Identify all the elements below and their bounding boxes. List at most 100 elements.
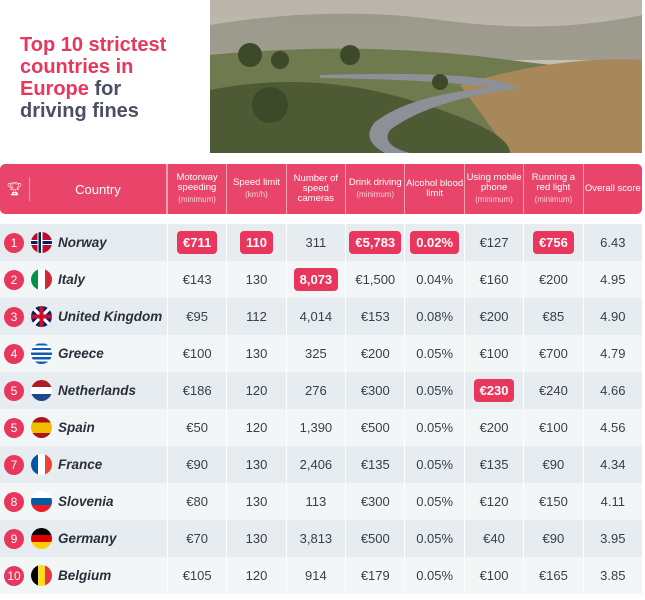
- table-cell: 0.04%: [404, 261, 463, 298]
- table-cell: 4.66: [582, 372, 642, 409]
- cell-value: €186: [182, 383, 212, 398]
- table-cell: 0.05%: [404, 520, 463, 557]
- germany-flag-icon: [31, 528, 52, 549]
- cell-value: 3.95: [600, 531, 626, 546]
- highlighted-value: €711: [177, 231, 218, 254]
- cell-value: €90: [186, 457, 208, 472]
- country-cell: 5 Netherlands: [0, 372, 167, 409]
- column-header-unit: (minimum): [356, 190, 395, 199]
- table-cell: €230: [463, 372, 523, 409]
- table-cell: 130: [226, 446, 285, 483]
- cell-value: €179: [360, 568, 390, 583]
- road-landscape-photo: [210, 0, 642, 153]
- column-header: Running a red light (minimum): [523, 164, 582, 214]
- table-cell: 0.02%: [404, 224, 463, 261]
- cell-value: 0.05%: [416, 457, 454, 472]
- table-cell: 130: [226, 335, 285, 372]
- cell-value: 0.05%: [416, 494, 454, 509]
- cell-value: €165: [538, 568, 568, 583]
- cell-value: €40: [483, 531, 505, 546]
- country-cell: 9 Germany: [0, 520, 167, 557]
- table-cell: 4.11: [582, 483, 642, 520]
- cell-value: €80: [186, 494, 208, 509]
- highlighted-value: €5,783: [349, 231, 402, 254]
- cell-value: €100: [479, 346, 509, 361]
- cell-value: €200: [479, 420, 509, 435]
- table-body: 1 Norway €711 110 311 €5,783 0.02% €127 €756 6.43…: [0, 224, 642, 594]
- cell-value: 120: [245, 568, 268, 583]
- table-cell: 0.05%: [404, 335, 463, 372]
- table-cell: €120: [463, 483, 523, 520]
- country-cell: 7 France: [0, 446, 167, 483]
- column-header-label: Motorway speeding: [176, 172, 218, 193]
- table-cell: €100: [523, 409, 582, 446]
- highlighted-value: 0.02%: [410, 231, 460, 254]
- cell-value: 311: [305, 235, 327, 250]
- cell-value: 130: [245, 272, 268, 287]
- cell-value: 325: [305, 346, 327, 361]
- cell-value: 0.05%: [416, 346, 454, 361]
- cell-value: 4.11: [600, 494, 625, 509]
- cell-value: 4.95: [600, 272, 626, 287]
- country-cell: 3 United Kingdom: [0, 298, 167, 335]
- rank-badge: 7: [4, 454, 24, 475]
- column-header: Number of speed cameras: [285, 164, 345, 214]
- cell-value: €90: [542, 457, 565, 472]
- table-cell: 4.95: [582, 261, 642, 298]
- cell-value: €500: [360, 531, 390, 546]
- table-cell: 0.08%: [404, 298, 463, 335]
- table-row: 1 Norway €711 110 311 €5,783 0.02% €127 €756 6.43: [0, 224, 642, 261]
- table-cell: 110: [226, 224, 285, 261]
- table-cell: 3,813: [285, 520, 345, 557]
- rank-badge: 3: [4, 306, 24, 327]
- country-name: Norway: [58, 235, 107, 250]
- table-cell: 113: [285, 483, 345, 520]
- cell-value: 130: [245, 494, 268, 509]
- table-cell: €150: [523, 483, 582, 520]
- column-header-label: Using mobile phone: [466, 172, 522, 193]
- table-cell: 8,073: [285, 261, 345, 298]
- column-header-label: Speed limit: [232, 177, 280, 188]
- cell-value: €500: [360, 420, 390, 435]
- column-header-unit: (km/h): [245, 190, 268, 199]
- table-cell: 0.05%: [404, 409, 463, 446]
- country-name: United Kingdom: [58, 309, 163, 324]
- table-cell: 0.05%: [404, 557, 463, 594]
- column-header: Motorway speeding (minimum): [166, 164, 226, 214]
- rank-badge: 5: [4, 417, 24, 438]
- fines-table: 🏆︎ Country Motorway speeding (minimum) Spe…: [0, 164, 642, 594]
- cell-value: 3,813: [299, 531, 333, 546]
- cell-value: €160: [479, 272, 509, 287]
- cell-value: €200: [538, 272, 568, 287]
- country-cell: 8 Slovenia: [0, 483, 167, 520]
- table-row: 7 France €90 130 2,406 €135 0.05% €135 €90 4.34: [0, 446, 642, 483]
- table-cell: €127: [463, 224, 523, 261]
- cell-value: €85: [542, 309, 565, 324]
- column-header-label: Number of speed cameras: [293, 173, 339, 204]
- table-cell: €5,783: [345, 224, 404, 261]
- table-cell: 0.05%: [404, 446, 463, 483]
- table-cell: €240: [523, 372, 582, 409]
- table-cell: 4,014: [285, 298, 345, 335]
- country-name: Belgium: [58, 568, 112, 583]
- country-name: Spain: [58, 420, 95, 435]
- table-cell: €711: [166, 224, 226, 261]
- rank-badge: 5: [4, 380, 24, 401]
- table-cell: €756: [523, 224, 582, 261]
- table-cell: 311: [285, 224, 345, 261]
- table-cell: 1,390: [285, 409, 345, 446]
- table-cell: 276: [285, 372, 345, 409]
- highlighted-value: 110: [240, 231, 274, 254]
- title-word: Europe: [20, 78, 89, 100]
- norway-flag-icon: [31, 232, 52, 253]
- cell-value: 130: [245, 457, 268, 472]
- cell-value: €95: [186, 309, 208, 324]
- page-title: Top 10 strictest countries in Europe for…: [20, 34, 210, 122]
- table-cell: €85: [523, 298, 582, 335]
- column-header-unit: (minimum): [534, 195, 573, 204]
- table-cell: €95: [166, 298, 226, 335]
- rank-badge: 1: [4, 232, 24, 253]
- table-cell: 325: [285, 335, 345, 372]
- table-cell: €200: [463, 409, 523, 446]
- column-header: Speed limit (km/h): [226, 164, 285, 214]
